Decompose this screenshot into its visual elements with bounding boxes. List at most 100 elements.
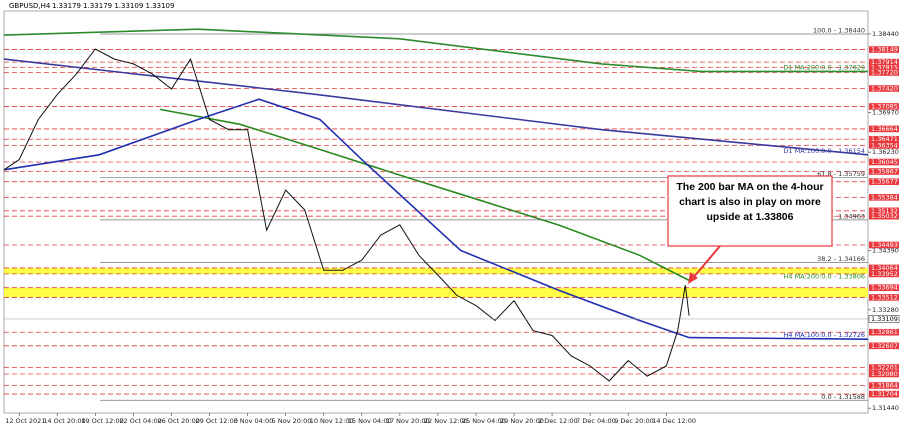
x-tick-label: 7 Dec 04:00 (576, 417, 616, 425)
ma-label: D1 MA:100:0.0 - 1.36154 (783, 147, 865, 155)
fib-label: 100.0 - 1.38440 (813, 26, 865, 34)
price-line (3, 48, 690, 382)
level-label: 1.31704 (871, 390, 898, 398)
level-label: 1.34493 (871, 241, 898, 249)
fib-label: 38.2 - 1.34166 (817, 255, 865, 263)
level-label: 1.35384 (871, 193, 898, 201)
level-label: 1.35867 (871, 168, 898, 176)
level-label-box (869, 212, 899, 220)
level-label-box (869, 85, 899, 92)
level-label-box (869, 46, 899, 53)
last-price-box (868, 315, 900, 323)
level-label-box (869, 294, 899, 301)
level-label-box (869, 103, 899, 110)
level-label: 1.32607 (871, 342, 898, 350)
zone (4, 267, 868, 274)
callout-arrowhead (688, 272, 698, 284)
callout-box (667, 175, 833, 247)
x-tick-label: 14 Dec 12:00 (652, 417, 696, 425)
level-label: 1.32861 (871, 328, 898, 336)
level-label: 1.32080 (871, 370, 898, 378)
x-tick-label: 19 Oct 12:00 (81, 417, 123, 425)
level-label: 1.36354 (871, 141, 898, 149)
last-price-label: 1.33109 (871, 315, 898, 323)
x-tick-label: 10 Nov 12:00 (310, 417, 354, 425)
level-label: 1.33512 (871, 293, 898, 301)
y-tick-label: 1.34390 (872, 246, 899, 254)
moving-average (3, 28, 868, 73)
level-label-box (869, 364, 899, 371)
level-label-box (869, 390, 899, 398)
x-tick-label: 29 Nov 20:00 (500, 417, 544, 425)
moving-average (3, 98, 869, 340)
x-tick-label: 14 Oct 20:00 (43, 417, 85, 425)
x-tick-label: 12 Oct 2021 (5, 417, 45, 425)
y-tick-label: 1.31440 (872, 404, 899, 412)
ma-label: H4 MA:100:0.0 - 1.32726 (783, 331, 865, 339)
level-label: 1.35677 (871, 178, 898, 186)
callout-arrow (692, 245, 721, 279)
level-label-box (869, 270, 899, 278)
x-tick-label: 22 Oct 04:00 (119, 417, 161, 425)
level-label: 1.33694 (871, 284, 898, 292)
x-tick-label: 15 Nov 04:00 (348, 417, 392, 425)
level-label: 1.36664 (871, 125, 898, 133)
level-label-box (869, 142, 899, 149)
chart-subtitle: 1.33179 1.33179 1.33109 1.33109 (52, 2, 174, 10)
level-label: 1.37914 (871, 58, 898, 66)
level-label: 1.34064 (871, 264, 898, 272)
level-label-box (869, 284, 899, 291)
level-label: 1.36045 (871, 158, 898, 166)
chart-title: GBPUSD,H4 (9, 2, 51, 10)
level-label: 1.37420 (871, 85, 898, 93)
level-label-box (869, 135, 899, 143)
y-tick-label: 1.38440 (872, 30, 899, 38)
level-label-box (869, 194, 899, 201)
x-tick-label: 5 Nov 20:00 (272, 417, 312, 425)
level-label: 1.38149 (871, 46, 898, 54)
level-label: 1.36471 (871, 135, 898, 143)
x-tick-label: 2 Dec 12:00 (538, 417, 578, 425)
annotation: The 200 bar MA on the 4-hour chart is al… (676, 181, 824, 223)
level-label: 1.35132 (871, 207, 898, 215)
fib-label: 0.0 - 1.31588 (821, 393, 865, 401)
fib-label: 61.8 - 1.35759 (817, 170, 865, 178)
moving-average (159, 108, 690, 282)
level-label-box (869, 125, 899, 133)
x-tick-label: 29 Oct 12:00 (196, 417, 238, 425)
fib-label: 50.0 - 1.34963 (817, 212, 865, 220)
x-tick-label: 9 Dec 20:00 (614, 417, 654, 425)
moving-average (3, 58, 869, 156)
level-label-box (869, 178, 899, 185)
zone (4, 287, 868, 298)
x-tick-label: 26 Oct 20:00 (157, 417, 199, 425)
level-label-box (869, 158, 899, 166)
x-tick-label: 17 Nov 20:00 (386, 417, 430, 425)
level-label-box (869, 64, 899, 71)
level-label-box (869, 168, 899, 175)
y-tick-label: 1.36970 (872, 109, 899, 117)
level-label-box (869, 207, 899, 215)
level-label: 1.37815 (871, 63, 898, 71)
level-label-box (869, 241, 899, 249)
level-label-box (869, 58, 899, 66)
x-tick-label: 25 Nov 04:00 (462, 417, 506, 425)
level-label: 1.32201 (871, 364, 898, 372)
y-tick-label: 1.33280 (872, 306, 899, 314)
level-label: 1.37085 (871, 102, 898, 110)
level-label-box (869, 370, 899, 378)
ma-label: H4 MA:200:0.0 - 1.33806 (783, 272, 865, 280)
x-tick-label: 3 Nov 04:00 (234, 417, 274, 425)
level-label: 1.33952 (871, 270, 898, 278)
level-label: 1.35032 (871, 212, 898, 220)
level-label: 1.31864 (871, 382, 898, 390)
level-label-box (869, 342, 899, 350)
level-label-box (869, 264, 899, 272)
level-label: 1.37720 (871, 68, 898, 76)
level-label-box (869, 328, 899, 336)
y-tick-label: 1.36230 (872, 148, 899, 156)
x-tick-label: 22 Nov 12:00 (424, 417, 468, 425)
ma-label: D1 MA:200:0.0 - 1.37629 (783, 63, 865, 71)
